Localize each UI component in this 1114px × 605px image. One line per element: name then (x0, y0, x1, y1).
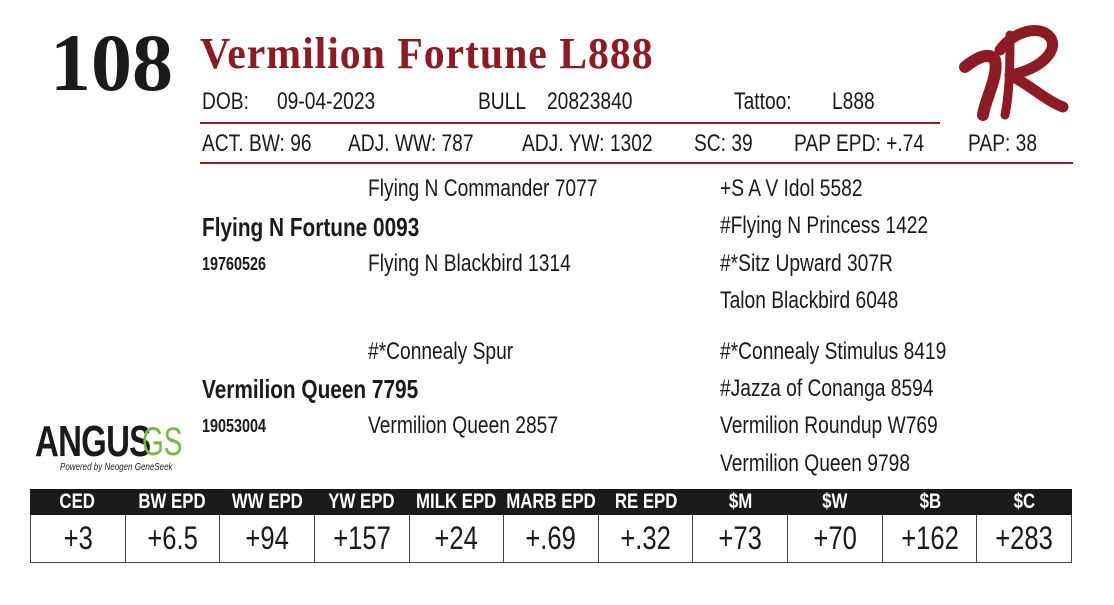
grandsire: #*Connealy Spur (368, 338, 514, 365)
epd-value: +3 (63, 520, 93, 556)
epd-value: +70 (813, 520, 857, 556)
epd-header-row: CED BW EPD WW EPD YW EPD MILK EPD MARB EPD RE … (30, 489, 1072, 515)
animal-name: Vermilion Fortune L888 (200, 29, 654, 78)
epd-header-cell: MARB EPD (504, 489, 599, 515)
epd-header-cell: YW EPD (314, 489, 409, 515)
lot-number: 108 (50, 17, 173, 108)
dam-registration: 19053004 (202, 416, 267, 436)
epd-value-cell: +73 (692, 515, 788, 563)
logo-brand: ANGUS (35, 417, 151, 466)
epd-value-cell: +94 (219, 515, 314, 563)
great-grandparent: #Flying N Princess 1422 (720, 212, 929, 239)
stat: PAP: 38 (968, 130, 1038, 157)
epd-header-cell: $B (883, 489, 978, 515)
brand-logo (959, 25, 1069, 121)
great-grandparent: Talon Blackbird 6048 (720, 287, 899, 314)
epd-value-cell: +.69 (503, 515, 598, 563)
epd-header-cell: $M (693, 489, 788, 515)
epd-value: +162 (900, 520, 959, 556)
brand-strokes (959, 25, 1069, 121)
granddam: Vermilion Queen 2857 (368, 412, 558, 439)
epd-value: +.32 (620, 520, 671, 556)
epd-value: +157 (332, 520, 391, 556)
epd-header: $M (728, 490, 753, 513)
epd-header-cell: MILK EPD (409, 489, 504, 515)
sire: Flying N Fortune 0093 (202, 212, 420, 242)
epd-value: +73 (718, 520, 763, 556)
tattoo: L888 (832, 88, 875, 115)
dam: Vermilion Queen 7795 (202, 374, 419, 404)
epd-header-cell: RE EPD (598, 489, 693, 515)
epd-header-cell: BW EPD (125, 489, 220, 515)
epd-header-cell: CED (30, 489, 125, 515)
epd-header: BW EPD (138, 490, 206, 513)
great-grandparent: Vermilion Roundup W769 (720, 412, 938, 439)
epd-value: +283 (995, 520, 1054, 556)
divider (200, 162, 1073, 164)
great-grandparent: #*Sitz Upward 307R (720, 250, 893, 277)
granddam: Flying N Blackbird 1314 (368, 250, 571, 277)
divider (200, 122, 940, 124)
great-grandparent: #Jazza of Conanga 8594 (720, 375, 934, 402)
epd-header-cell: $W (788, 489, 883, 515)
epd-header: $C (1013, 490, 1036, 513)
epd-value-cell: +283 (976, 515, 1073, 563)
epd-value-cell: +70 (787, 515, 882, 563)
sex: BULL (478, 88, 527, 115)
epd-value-cell: +6.5 (124, 515, 220, 563)
stat: ADJ. WW: 787 (348, 130, 474, 157)
epd-header: YW EPD (328, 490, 395, 513)
epd-value: +94 (245, 520, 289, 556)
epd-table: CED BW EPD WW EPD YW EPD MILK EPD MARB EPD RE … (30, 489, 1073, 563)
epd-value-cell: +162 (881, 515, 977, 563)
epd-value-row: +3 +6.5 +94 +157 +24 +.69 +.32 +73 +70 +162 +283 (30, 515, 1073, 563)
epd-header-cell: WW EPD (219, 489, 314, 515)
logo-suffix: GS (142, 420, 183, 464)
epd-value: +.69 (525, 520, 577, 556)
registration: 20823840 (547, 88, 633, 115)
epd-header-cell: $C (977, 489, 1072, 515)
epd-value: +6.5 (147, 520, 198, 556)
tattoo-label: Tattoo: (734, 88, 792, 115)
epd-header: RE EPD (614, 490, 678, 513)
stat: SC: 39 (694, 130, 753, 157)
epd-header: MARB EPD (506, 490, 596, 513)
dob: 09-04-2023 (277, 88, 376, 115)
epd-header: CED (59, 490, 96, 513)
stat: ACT. BW: 96 (202, 130, 312, 157)
sire-registration: 19760526 (202, 254, 267, 274)
great-grandparent: Vermilion Queen 9798 (720, 450, 910, 477)
epd-value-cell: +.32 (597, 515, 693, 563)
dob-label: DOB: (202, 88, 249, 115)
epd-value-cell: +24 (408, 515, 504, 563)
epd-header: MILK EPD (416, 490, 497, 513)
logo-tagline: Powered by Neogen GeneSeek (60, 462, 173, 473)
epd-value-cell: +3 (30, 515, 125, 563)
stat: PAP EPD: +.74 (794, 130, 925, 157)
epd-value: +24 (434, 520, 479, 556)
epd-header: $W (822, 490, 848, 513)
epd-value-cell: +157 (313, 515, 409, 563)
grandsire: Flying N Commander 7077 (368, 175, 598, 202)
epd-header: WW EPD (231, 490, 303, 513)
great-grandparent: +S A V Idol 5582 (720, 175, 863, 202)
great-grandparent: #*Connealy Stimulus 8419 (720, 338, 947, 365)
epd-header: $B (919, 490, 941, 513)
stat: ADJ. YW: 1302 (522, 130, 653, 157)
